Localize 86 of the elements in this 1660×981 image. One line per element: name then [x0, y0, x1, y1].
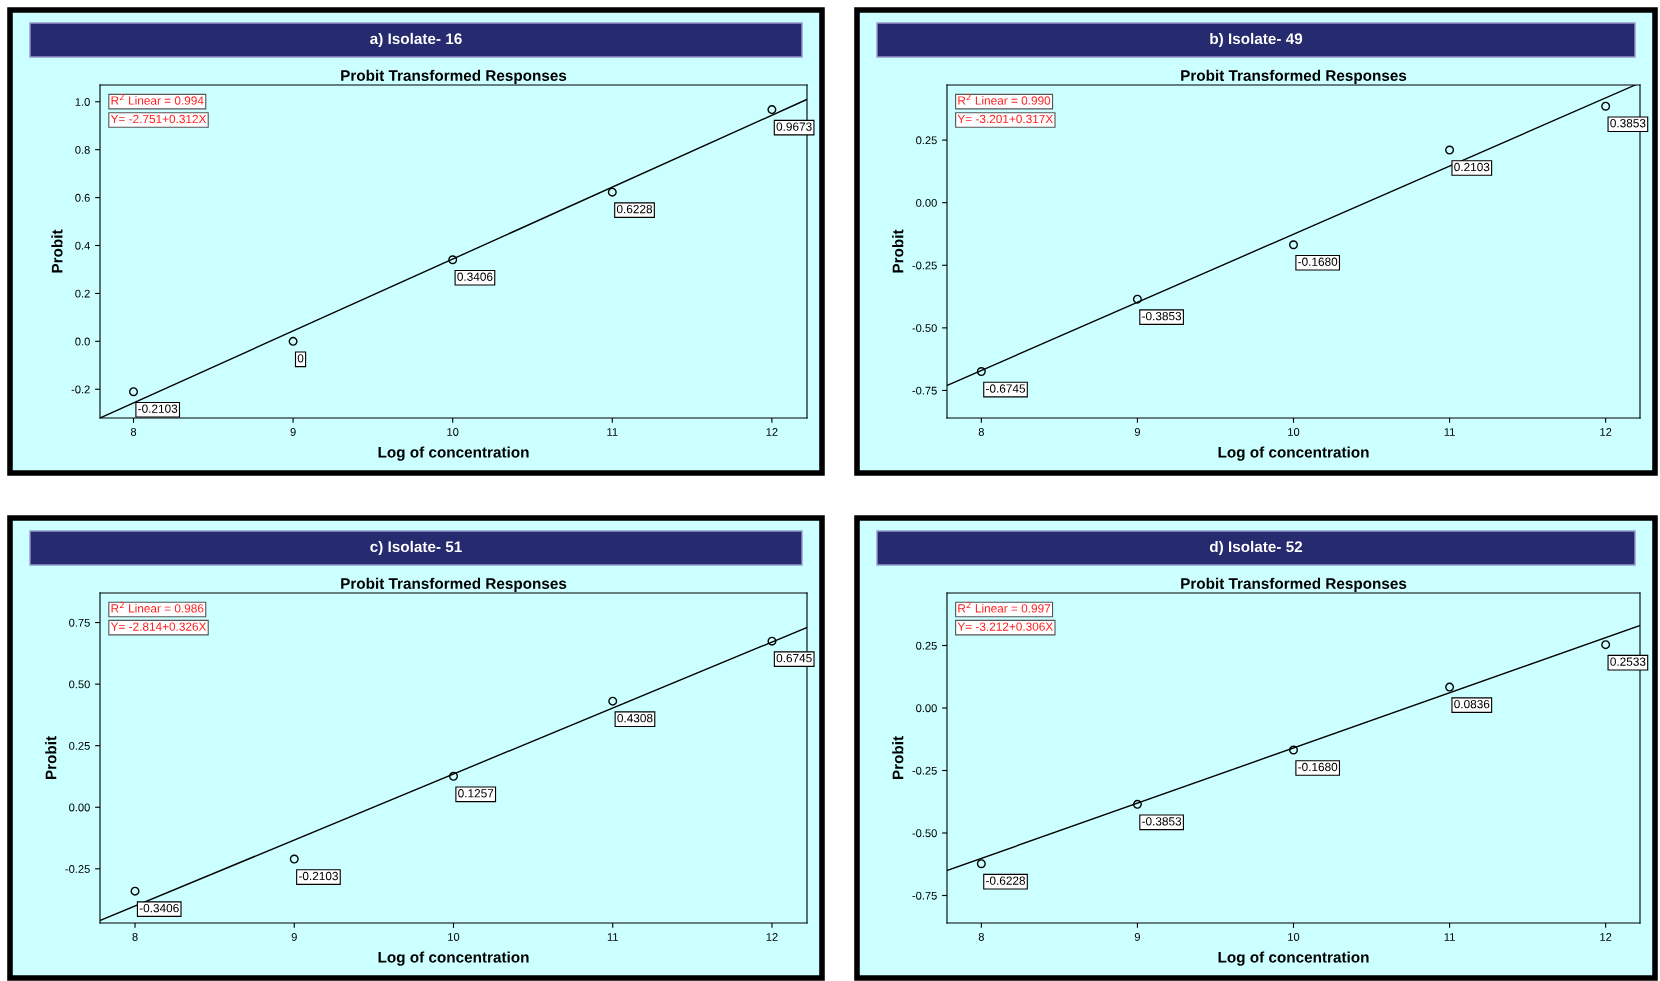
- x-tick-label: 12: [766, 933, 778, 941]
- y-tick-label: -0.50: [912, 829, 937, 838]
- x-tick-label: 11: [607, 428, 618, 436]
- chart-title: a) Isolate- 16: [370, 32, 462, 48]
- chart-subtitle: Probit Transformed Responses: [341, 577, 567, 592]
- y-tick-label: 0.50: [69, 680, 90, 689]
- annotation: Y= -3.201+0.317X: [957, 114, 1053, 124]
- x-axis-title: Log of concentration: [1218, 446, 1369, 461]
- y-tick-label: 0.8: [75, 145, 90, 154]
- x-axis-title: Log of concentration: [378, 951, 529, 966]
- y-tick-label: -0.25: [65, 865, 90, 873]
- y-tick-label: 0.4: [75, 241, 90, 250]
- annotation: R$^{2}$ Linear = 0.986: [111, 601, 204, 613]
- y-axis-title: Probit: [892, 229, 904, 273]
- y-tick-label: 0.0: [75, 337, 90, 346]
- x-tick-label: 9: [1134, 428, 1140, 436]
- data-label: 0.6228: [616, 204, 653, 214]
- y-tick-label: 0.00: [69, 803, 90, 812]
- x-tick-label: 11: [607, 933, 618, 941]
- data-label: -0.3406: [139, 903, 179, 913]
- y-tick-label: 0.75: [69, 618, 90, 627]
- data-label: 0.2533: [1610, 657, 1646, 666]
- annotation: R$^{2}$ Linear = 0.997: [958, 601, 1051, 613]
- y-tick-label: 0.25: [916, 136, 937, 145]
- annotation: Y= -2.814+0.326X: [110, 622, 207, 631]
- data-label: 0.4308: [617, 713, 653, 723]
- y-axis-title: Probit: [51, 229, 63, 273]
- y-tick-label: -0.25: [912, 261, 937, 270]
- x-tick-label: 11: [1444, 933, 1455, 941]
- data-label: -0.6228: [986, 876, 1026, 885]
- x-tick-label: 10: [1288, 428, 1300, 436]
- data-label: 0.3853: [1610, 119, 1646, 128]
- y-axis-title: Probit: [45, 736, 57, 780]
- data-label: 0.6745: [776, 653, 812, 663]
- chart-subtitle: Probit Transformed Responses: [341, 69, 567, 84]
- x-tick-label: 12: [766, 428, 778, 436]
- annotation: R$^{2}$ Linear = 0.994: [111, 93, 204, 105]
- chart-title: d) Isolate- 52: [1209, 540, 1303, 556]
- x-tick-label: 12: [1600, 428, 1612, 436]
- x-tick-label: 8: [978, 428, 984, 436]
- chart-title: c) Isolate- 51: [370, 540, 462, 556]
- x-tick-label: 12: [1600, 933, 1612, 941]
- y-tick-label: 0.00: [916, 198, 937, 207]
- chart-title: b) Isolate- 49: [1210, 32, 1303, 48]
- x-tick-label: 8: [132, 933, 138, 941]
- x-axis-title: Log of concentration: [1218, 951, 1369, 966]
- x-tick-label: 9: [291, 933, 297, 941]
- x-tick-label: 8: [978, 933, 984, 941]
- y-tick-label: 0.6: [75, 193, 90, 202]
- y-tick-label: -0.75: [912, 891, 937, 900]
- data-label: 0.1257: [458, 789, 494, 798]
- data-label: -0.3853: [1142, 311, 1182, 321]
- data-label: 0: [297, 354, 304, 363]
- x-tick-label: 10: [1288, 933, 1300, 941]
- x-tick-label: 9: [290, 428, 296, 436]
- x-tick-label: 10: [448, 933, 460, 941]
- y-tick-label: 0.00: [916, 704, 937, 713]
- annotation: R$^{2}$ Linear = 0.990: [958, 93, 1051, 105]
- y-tick-label: -0.2: [71, 385, 90, 394]
- data-label: 0.2103: [1454, 162, 1490, 172]
- data-label: -0.1680: [1298, 762, 1338, 772]
- data-label: -0.2103: [138, 404, 178, 413]
- data-label: 0.9673: [776, 122, 812, 131]
- x-tick-label: 10: [447, 428, 459, 436]
- y-axis-title: Probit: [892, 736, 904, 780]
- data-label: 0.3406: [457, 272, 493, 281]
- data-label: -0.6745: [986, 384, 1026, 393]
- chart-subtitle: Probit Transformed Responses: [1181, 577, 1407, 592]
- x-tick-label: 8: [130, 428, 137, 436]
- x-axis-title: Log of concentration: [378, 446, 529, 461]
- y-tick-label: -0.25: [912, 766, 937, 775]
- y-tick-label: 0.2: [75, 289, 90, 298]
- chart-subtitle: Probit Transformed Responses: [1181, 69, 1407, 84]
- data-label: -0.3853: [1142, 817, 1182, 826]
- data-label: 0.0836: [1454, 699, 1490, 709]
- y-tick-label: -0.75: [912, 386, 937, 395]
- data-label: -0.2103: [298, 871, 338, 881]
- y-tick-label: 0.25: [69, 741, 90, 750]
- y-tick-label: -0.50: [912, 324, 937, 332]
- y-tick-label: 1.0: [75, 98, 90, 106]
- y-tick-label: 0.25: [916, 641, 937, 650]
- annotation: Y= -2.751+0.312X: [110, 114, 207, 124]
- x-tick-label: 9: [1134, 933, 1140, 941]
- annotation: Y= -3.212+0.306X: [957, 622, 1053, 631]
- x-tick-label: 11: [1444, 428, 1455, 436]
- data-label: -0.1680: [1298, 257, 1338, 266]
